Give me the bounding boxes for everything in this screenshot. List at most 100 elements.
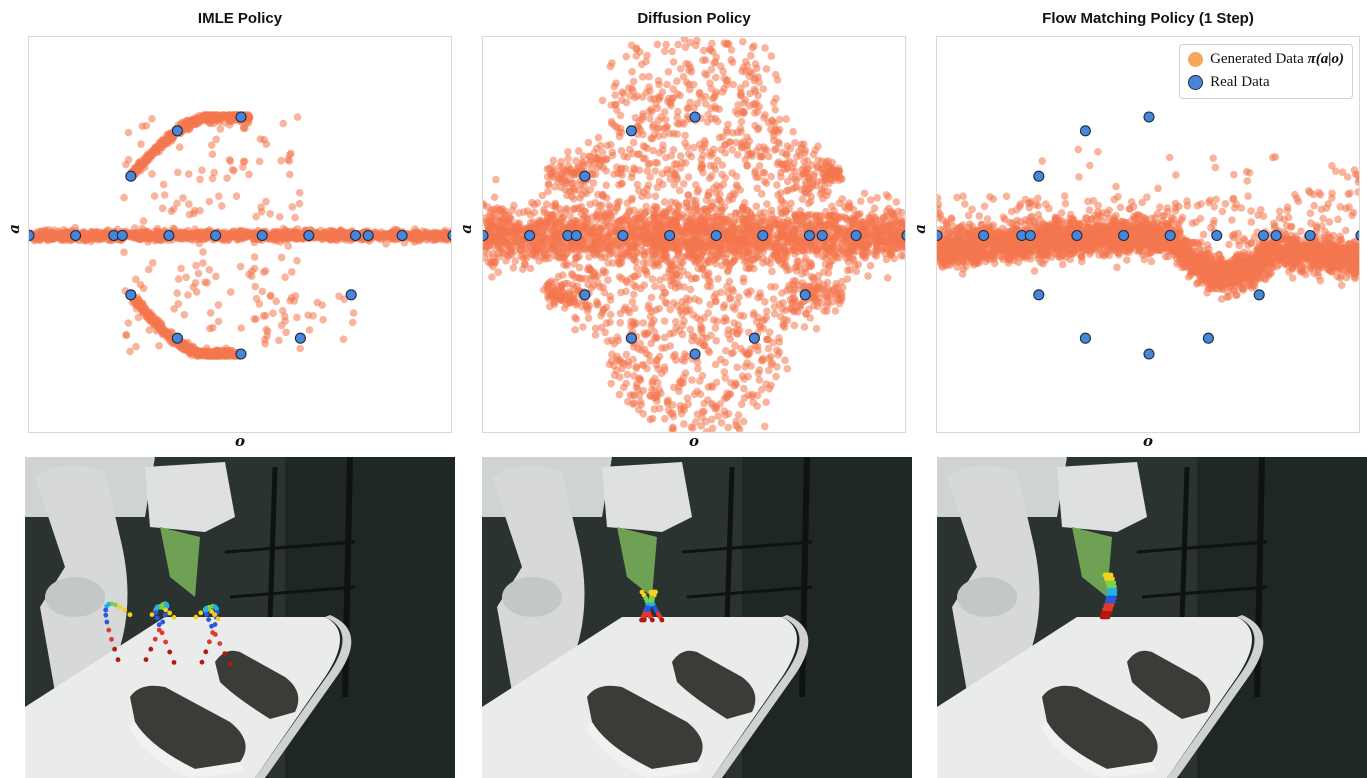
generated-point [804, 199, 813, 208]
generated-point [227, 349, 235, 358]
generated-point [203, 278, 211, 287]
generated-point [526, 264, 535, 273]
generated-point [588, 228, 597, 237]
generated-point [614, 253, 623, 262]
generated-point [868, 210, 876, 219]
generated-point [890, 254, 898, 263]
generated-point [547, 244, 555, 253]
generated-point [208, 150, 217, 158]
generated-point [758, 385, 766, 394]
generated-point [887, 208, 896, 216]
generated-point [833, 231, 841, 239]
generated-point [616, 259, 624, 268]
generated-point [755, 162, 764, 170]
generated-point [214, 301, 223, 309]
generated-point [305, 326, 314, 334]
generated-point [555, 254, 563, 262]
generated-point [382, 240, 390, 248]
generated-point [822, 207, 830, 216]
generated-point [124, 128, 133, 137]
generated-point [252, 315, 260, 323]
generated-point [615, 390, 624, 399]
generated-point [207, 141, 216, 149]
generated-point [173, 168, 182, 177]
generated-point [215, 192, 223, 200]
generated-point [866, 261, 875, 270]
real-point [171, 332, 183, 344]
generated-point [199, 259, 207, 267]
generated-point [739, 38, 747, 46]
generated-point [293, 113, 302, 121]
real-point [345, 289, 357, 301]
generated-point [860, 230, 868, 238]
generated-point [192, 261, 200, 270]
generated-point [884, 193, 893, 201]
generated-point [136, 280, 145, 289]
generated-point [318, 301, 327, 310]
generated-point [170, 305, 178, 313]
generated-point [718, 250, 727, 258]
generated-point [795, 217, 803, 226]
generated-point [680, 241, 689, 249]
generated-point [205, 197, 214, 206]
generated-point [505, 228, 514, 237]
generated-point [196, 175, 204, 184]
generated-point [192, 288, 201, 296]
generated-point [900, 252, 905, 260]
real-point [210, 229, 222, 242]
generated-point [767, 254, 776, 262]
generated-point [184, 291, 192, 299]
generated-point [513, 237, 521, 245]
generated-point [488, 273, 496, 281]
real-point [125, 289, 137, 301]
real-point [294, 332, 306, 344]
generated-point [483, 218, 490, 226]
generated-point [340, 295, 349, 304]
generated-point [185, 170, 193, 178]
generated-point [214, 317, 223, 326]
generated-point [222, 344, 230, 353]
generated-point [773, 181, 781, 189]
y-axis-label-imle: a [5, 224, 23, 234]
generated-point [795, 236, 803, 245]
generated-point [284, 242, 292, 250]
generated-point [173, 199, 181, 208]
generated-point [266, 210, 274, 218]
generated-point [296, 229, 304, 237]
generated-point [843, 275, 852, 283]
generated-point [809, 150, 818, 159]
generated-point [816, 242, 824, 251]
generated-point [281, 273, 289, 281]
generated-point [498, 229, 507, 238]
generated-point [813, 250, 822, 259]
generated-point [163, 330, 171, 339]
generated-point [257, 203, 265, 211]
generated-point [562, 206, 570, 215]
generated-point [807, 210, 815, 219]
generated-point [835, 224, 843, 232]
generated-point [838, 195, 847, 203]
generated-point [892, 198, 901, 206]
generated-point [319, 315, 327, 324]
generated-point [830, 207, 838, 215]
generated-point [775, 233, 784, 241]
generated-point [864, 239, 872, 248]
generated-point [596, 225, 604, 233]
generated-point [763, 200, 771, 208]
generated-point [135, 295, 143, 304]
generated-point [641, 251, 649, 260]
generated-point [424, 234, 432, 243]
generated-point [511, 257, 520, 265]
generated-point [523, 207, 532, 215]
generated-point [209, 323, 217, 332]
generated-point [822, 242, 830, 250]
generated-point [132, 305, 141, 313]
generated-point [304, 311, 312, 320]
generated-point [145, 326, 154, 334]
generated-point [484, 249, 492, 258]
generated-point [228, 166, 237, 174]
generated-point [147, 309, 155, 317]
generated-point [216, 125, 225, 133]
generated-point [784, 216, 792, 224]
generated-point [191, 119, 199, 127]
